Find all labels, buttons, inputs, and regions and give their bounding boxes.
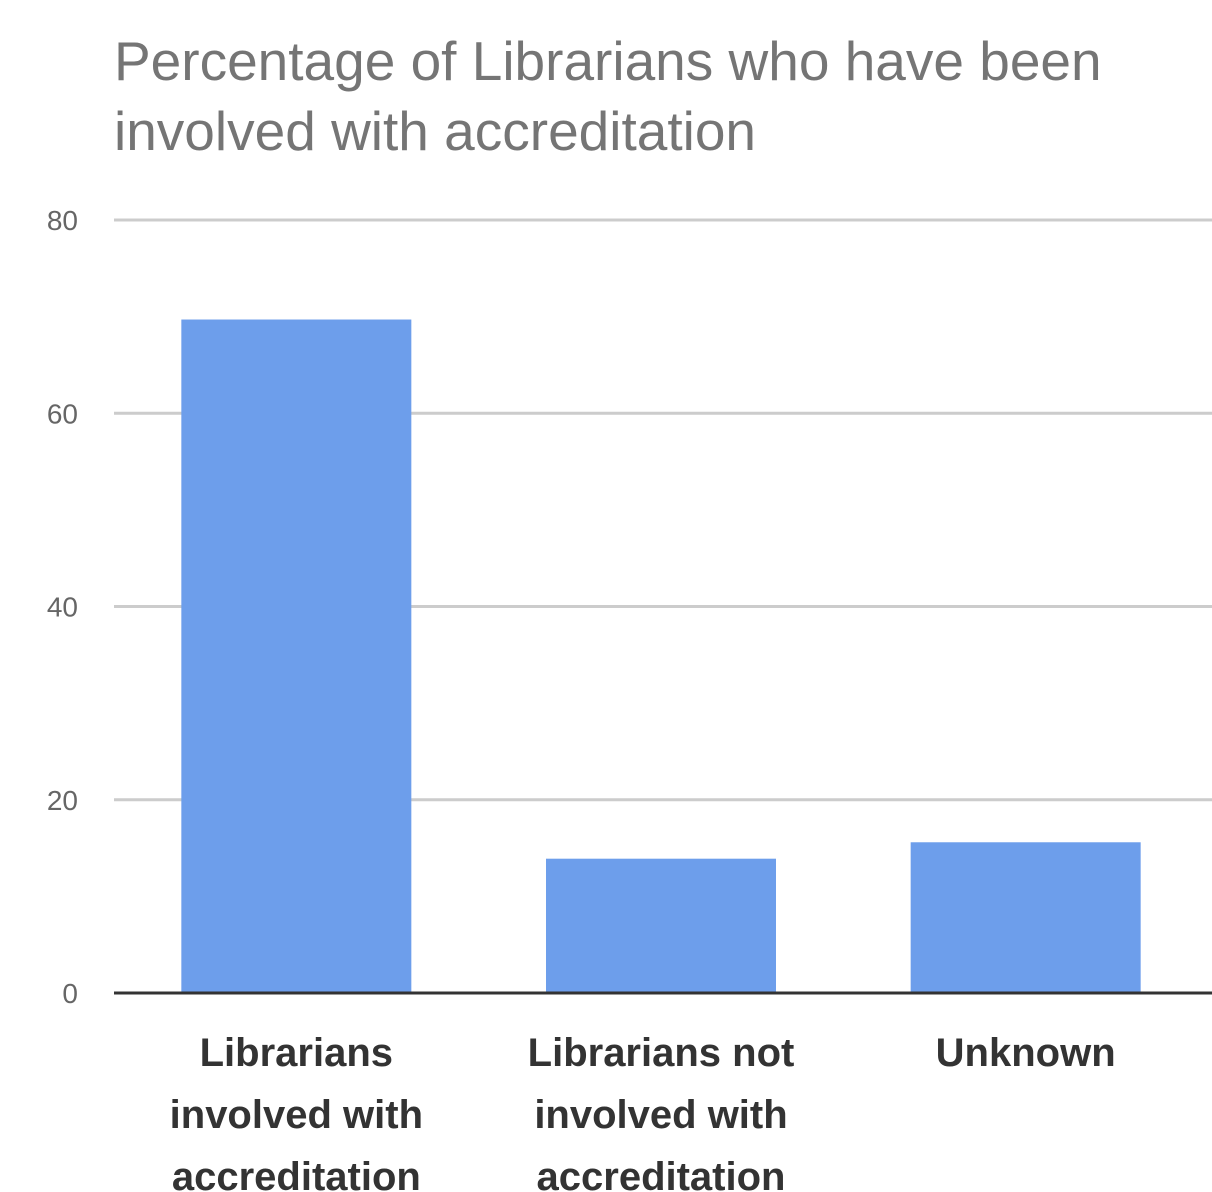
x-tick-label: Unknown: [936, 1031, 1116, 1075]
bar: [181, 319, 412, 993]
x-tick-label: Librarians involved with accreditation: [170, 1031, 423, 1192]
bar: [910, 842, 1141, 993]
x-tick-label-line: Unknown: [936, 1031, 1116, 1075]
bar: [546, 858, 776, 993]
chart-title-line-2: involved with accreditation: [114, 100, 757, 162]
x-tick-label-line: involved with: [534, 1093, 787, 1137]
y-tick-label: 0: [62, 978, 78, 1009]
y-tick-label: 20: [47, 785, 78, 816]
chart-title: Percentage of Librarians who have been i…: [114, 26, 1174, 166]
x-tick-label-line: accreditation: [537, 1155, 786, 1192]
x-tick-label-line: involved with: [170, 1093, 423, 1137]
x-tick-label-line: Librarians not: [528, 1031, 795, 1075]
x-tick-label-line: Librarians: [200, 1031, 393, 1075]
y-tick-label: 80: [47, 205, 78, 236]
y-tick-label: 60: [47, 398, 78, 429]
x-tick-label-line: accreditation: [172, 1155, 421, 1192]
chart-title-line-1: Percentage of Librarians who have been: [114, 30, 1102, 92]
y-tick-label: 40: [47, 592, 78, 623]
x-tick-label: Librarians not involved with accreditation: [528, 1031, 795, 1192]
